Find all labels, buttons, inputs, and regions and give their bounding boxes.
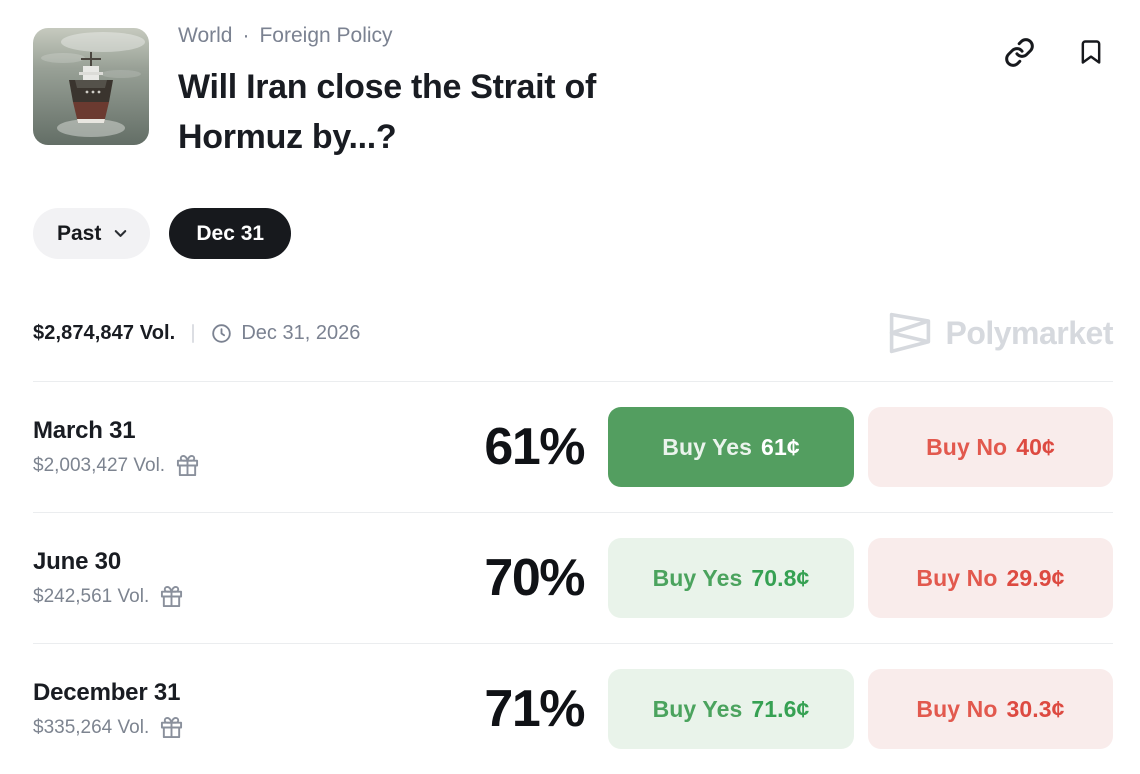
buy-yes-price: 61¢ <box>761 433 800 460</box>
outcome-row-december-31: December 31 $335,264 Vol. 71% Buy Yes 71… <box>33 643 1113 774</box>
buy-yes-button[interactable]: Buy Yes 61¢ <box>608 407 854 487</box>
copy-link-icon[interactable] <box>1004 37 1035 68</box>
date-chip-label: Dec 31 <box>196 221 265 245</box>
past-filter-dropdown[interactable]: Past <box>33 208 151 259</box>
outcome-chance: 61% <box>484 418 585 476</box>
header-actions <box>1004 22 1113 68</box>
buy-yes-label: Buy Yes <box>662 433 753 460</box>
buy-yes-label: Buy Yes <box>652 695 743 722</box>
gift-icon[interactable] <box>176 454 199 477</box>
outcome-volume: $2,003,427 Vol. <box>33 454 166 476</box>
outcome-volume: $242,561 Vol. <box>33 585 150 607</box>
market-header: World · Foreign Policy Will Iran close t… <box>33 22 1113 162</box>
outcome-row-june-30: June 30 $242,561 Vol. 70% Buy Yes 70.8¢ <box>33 512 1113 643</box>
bookmark-icon[interactable] <box>1077 36 1105 68</box>
gift-icon[interactable] <box>160 716 183 739</box>
outcome-info: June 30 $242,561 Vol. <box>33 548 453 608</box>
outcome-volume: $335,264 Vol. <box>33 716 150 738</box>
buy-yes-button[interactable]: Buy Yes 70.8¢ <box>608 538 854 618</box>
market-thumbnail-image <box>33 28 149 145</box>
filter-bar: Past Dec 31 <box>33 208 1113 259</box>
buy-yes-button[interactable]: Buy Yes 71.6¢ <box>608 669 854 749</box>
polymarket-logo-icon <box>890 312 931 354</box>
meta-divider <box>192 323 195 343</box>
chevron-down-icon <box>115 230 127 237</box>
outcome-list: March 31 $2,003,427 Vol. 61% Buy Yes 61¢ <box>33 381 1113 774</box>
end-date: Dec 31, 2026 <box>211 322 360 345</box>
tanker-ship-illustration <box>33 28 149 145</box>
page-title: Will Iran close the Strait of Hormuz by.… <box>178 68 596 156</box>
outcome-date[interactable]: June 30 <box>33 548 121 575</box>
outcome-chance: 70% <box>484 549 585 607</box>
buy-no-label: Buy No <box>916 695 998 722</box>
end-date-label: Dec 31, 2026 <box>241 321 361 344</box>
buy-no-label: Buy No <box>926 433 1008 460</box>
buy-no-price: 30.3¢ <box>1006 695 1065 722</box>
total-volume: $2,874,847 Vol. <box>33 321 176 344</box>
outcome-date[interactable]: March 31 <box>33 417 136 444</box>
outcome-volume-line: $2,003,427 Vol. <box>33 454 453 477</box>
breadcrumb-subcategory[interactable]: Foreign Policy <box>259 24 393 47</box>
market-meta-row: $2,874,847 Vol. Dec 31, 2026 Polymarket <box>33 309 1113 357</box>
outcome-info: December 31 $335,264 Vol. <box>33 679 453 739</box>
breadcrumb-separator: · <box>242 24 250 47</box>
outcome-row-march-31: March 31 $2,003,427 Vol. 61% Buy Yes 61¢ <box>33 381 1113 512</box>
buy-no-price: 29.9¢ <box>1006 564 1065 591</box>
outcome-chance: 71% <box>484 680 585 738</box>
outcome-info: March 31 $2,003,427 Vol. <box>33 417 453 477</box>
buy-no-button[interactable]: Buy No 29.9¢ <box>868 538 1113 618</box>
breadcrumb-category[interactable]: World <box>178 24 233 47</box>
buy-no-price: 40¢ <box>1016 433 1055 460</box>
outcome-volume-line: $335,264 Vol. <box>33 716 453 739</box>
date-chip-dec-31[interactable]: Dec 31 <box>169 208 292 259</box>
buy-no-label: Buy No <box>916 564 998 591</box>
outcome-date[interactable]: December 31 <box>33 679 181 706</box>
past-filter-label: Past <box>57 221 102 245</box>
buy-no-button[interactable]: Buy No 30.3¢ <box>868 669 1113 749</box>
outcome-volume-line: $242,561 Vol. <box>33 585 453 608</box>
buy-no-button[interactable]: Buy No 40¢ <box>868 407 1113 487</box>
buy-yes-label: Buy Yes <box>652 564 743 591</box>
clock-icon <box>212 323 232 343</box>
buy-yes-price: 71.6¢ <box>751 695 810 722</box>
polymarket-wordmark: Polymarket <box>945 314 1113 351</box>
polymarket-watermark: Polymarket <box>887 309 1113 357</box>
gift-icon[interactable] <box>160 585 183 608</box>
breadcrumb: World · Foreign Policy <box>178 22 1004 48</box>
buy-yes-price: 70.8¢ <box>751 564 810 591</box>
header-text-block: World · Foreign Policy Will Iran close t… <box>178 22 1004 162</box>
